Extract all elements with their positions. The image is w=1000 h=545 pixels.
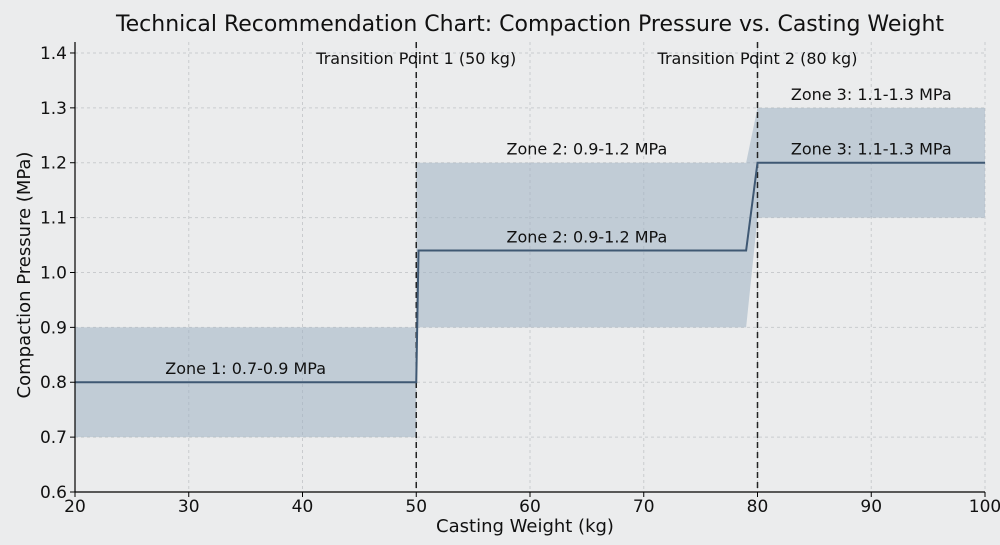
x-tick-label: 70: [633, 497, 655, 517]
y-tick-label: 0.6: [40, 483, 67, 503]
series: [75, 161, 985, 384]
y-tick-label: 0.7: [40, 428, 67, 448]
zone-annotation: Zone 1: 0.7-0.9 MPa: [165, 359, 326, 378]
series-line: [75, 161, 985, 384]
transition-label: Transition Point 2 (80 kg): [657, 49, 858, 68]
x-tick-label: 20: [64, 497, 86, 517]
x-tick-label: 90: [860, 497, 882, 517]
zone-annotation: Zone 3: 1.1-1.3 MPa: [791, 140, 952, 159]
y-tick-label: 1.2: [40, 154, 67, 174]
transition-label: Transition Point 1 (50 kg): [315, 49, 516, 68]
annotations: Transition Point 1 (50 kg) Transition Poi…: [165, 49, 951, 378]
x-tick-label: 50: [405, 497, 427, 517]
x-tick-label: 100: [969, 497, 1000, 517]
x-tick-label: 60: [519, 497, 541, 517]
y-tick-label: 0.8: [40, 373, 67, 393]
y-tick-label: 0.9: [40, 318, 67, 338]
y-tick-label: 1.1: [40, 209, 67, 229]
zone-annotation: Zone 2: 0.9-1.2 MPa: [506, 228, 667, 247]
chart-title: Technical Recommendation Chart: Compacti…: [115, 12, 944, 37]
transition-lines: [415, 42, 759, 492]
x-axis-title: Casting Weight (kg): [436, 516, 614, 537]
y-tick-label: 1.0: [40, 263, 67, 283]
x-tick-label: 30: [178, 497, 200, 517]
x-tick-label: 80: [747, 497, 769, 517]
x-tick-label: 40: [292, 497, 314, 517]
axes: 20 30 40 50 60 70 80 90 100 0.6 0.7 0.8 0.9 1.0 1.1 1.2…: [40, 42, 1000, 517]
zone-annotation: Zone 3: 1.1-1.3 MPa: [791, 85, 952, 104]
zone-annotation: Zone 2: 0.9-1.2 MPa: [506, 140, 667, 159]
y-axis-title: Compaction Pressure (MPa): [14, 152, 35, 399]
y-tick-label: 1.4: [40, 44, 67, 64]
y-tick-label: 1.3: [40, 99, 67, 119]
